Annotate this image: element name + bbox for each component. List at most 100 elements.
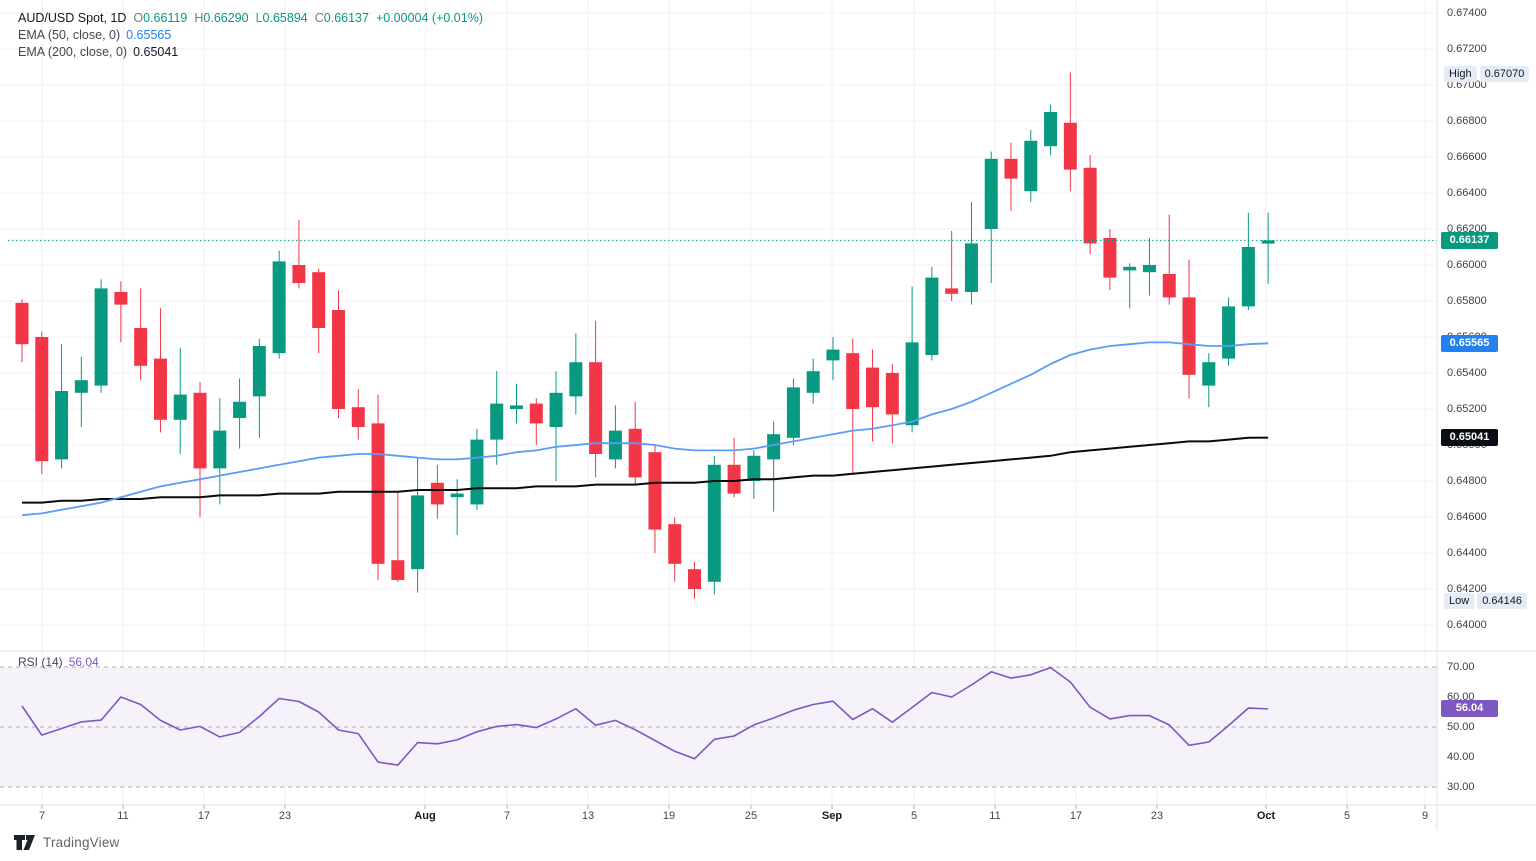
ema50-legend-row[interactable]: EMA (50, close, 0) 0.65565 (18, 27, 483, 44)
candle[interactable] (1202, 353, 1216, 408)
date-tick-label: 7 (503, 810, 511, 822)
candle-body (964, 243, 978, 292)
ema200-line[interactable] (22, 436, 1269, 504)
date-tick-label: 9 (1421, 810, 1429, 822)
candle-body (826, 349, 840, 361)
candle[interactable] (153, 308, 167, 433)
candle[interactable] (984, 151, 998, 283)
candle[interactable] (292, 220, 306, 289)
candle[interactable] (688, 562, 702, 599)
candle[interactable] (1044, 104, 1058, 156)
date-tick-label: 23 (1150, 810, 1164, 822)
candle[interactable] (1123, 263, 1137, 309)
candle[interactable] (608, 405, 622, 469)
candle[interactable] (806, 358, 820, 404)
candle[interactable] (114, 281, 128, 343)
candle[interactable] (74, 356, 88, 427)
rsi-line[interactable] (21, 666, 1269, 766)
candle[interactable] (55, 344, 69, 469)
candle[interactable] (668, 517, 682, 582)
candle[interactable] (35, 331, 49, 474)
candle[interactable] (312, 268, 326, 354)
candle[interactable] (767, 421, 781, 512)
date-tick-label: 13 (581, 810, 595, 822)
candle[interactable] (846, 338, 860, 474)
candle-body (1103, 238, 1117, 278)
candle[interactable] (747, 450, 761, 499)
candle[interactable] (826, 337, 840, 381)
tradingview-logo-icon[interactable] (14, 835, 36, 850)
candle-body (94, 288, 108, 386)
candle-body (1241, 247, 1255, 307)
candle[interactable] (331, 290, 345, 418)
candle[interactable] (1024, 130, 1038, 202)
candle[interactable] (351, 389, 365, 440)
candle[interactable] (707, 455, 721, 595)
candle[interactable] (589, 320, 603, 478)
candle[interactable] (1083, 155, 1097, 255)
candle[interactable] (510, 383, 523, 424)
candle[interactable] (1261, 212, 1275, 285)
candle[interactable] (134, 288, 148, 381)
candle-body (806, 371, 820, 393)
price-tick-label: 0.64600 (1447, 511, 1487, 523)
candle[interactable] (1182, 259, 1196, 399)
candle-body (1261, 240, 1275, 244)
candle[interactable] (885, 364, 899, 444)
candle[interactable] (252, 338, 266, 438)
candle-body (549, 392, 563, 427)
candle[interactable] (450, 479, 464, 535)
open-label: O (133, 11, 144, 25)
candle[interactable] (786, 378, 800, 445)
candle[interactable] (1004, 142, 1018, 211)
candle[interactable] (549, 371, 563, 481)
rsi-tick-label: 40.00 (1447, 751, 1475, 763)
low-marker-row: Low 0.64146 (1444, 591, 1530, 609)
candle-body (885, 373, 899, 415)
candle[interactable] (173, 347, 187, 454)
candle-body (450, 493, 464, 498)
ema200-legend-row[interactable]: EMA (200, close, 0) 0.65041 (18, 44, 483, 61)
candle-body (945, 288, 959, 294)
candle[interactable] (15, 299, 29, 363)
symbol-legend-row[interactable]: AUD/USD Spot, 1D O0.66119 H0.66290 L0.65894… (18, 10, 483, 27)
candle[interactable] (905, 286, 919, 433)
candle[interactable] (529, 398, 543, 445)
candle[interactable] (193, 382, 207, 517)
candle[interactable] (964, 202, 978, 305)
candle[interactable] (569, 333, 583, 415)
brand-text[interactable]: TradingView (43, 835, 120, 850)
ema50-line[interactable] (21, 341, 1269, 517)
candle[interactable] (272, 250, 286, 359)
open-value: 0.66119 (143, 11, 188, 25)
candle[interactable] (866, 349, 880, 442)
ema50-badge: 0.65565 (1441, 334, 1498, 352)
candle[interactable] (233, 378, 247, 449)
candle-body (1044, 112, 1058, 147)
candle[interactable] (727, 437, 741, 498)
candle[interactable] (391, 491, 405, 582)
candle[interactable] (925, 266, 939, 361)
candle[interactable] (1103, 229, 1117, 291)
candle[interactable] (430, 464, 444, 519)
candle[interactable] (1142, 238, 1156, 296)
candle[interactable] (1241, 212, 1255, 310)
candle[interactable] (945, 230, 959, 301)
date-tick-label: Aug (414, 810, 436, 822)
price-tick-label: 0.64800 (1447, 475, 1487, 487)
high-marker-row: High 0.67070 (1444, 64, 1532, 83)
candle[interactable] (1063, 72, 1077, 192)
candle[interactable] (1162, 214, 1176, 305)
symbol-title[interactable]: AUD/USD Spot, 1D (18, 11, 127, 25)
candle[interactable] (213, 398, 227, 505)
candle[interactable] (371, 394, 385, 580)
price-tick-label: 0.64200 (1447, 583, 1487, 595)
candle[interactable] (648, 445, 662, 553)
rsi-legend-row[interactable]: RSI (14) 56.04 (18, 655, 99, 669)
candle[interactable] (490, 371, 504, 465)
candle[interactable] (94, 279, 108, 393)
candle[interactable] (411, 457, 425, 593)
